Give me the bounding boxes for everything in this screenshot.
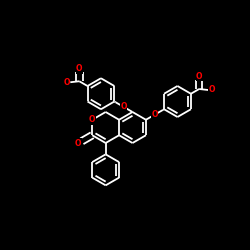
Text: O: O xyxy=(208,86,215,94)
Text: O: O xyxy=(151,110,158,119)
Text: O: O xyxy=(76,64,82,73)
Text: O: O xyxy=(89,115,96,124)
Text: O: O xyxy=(196,72,202,81)
Text: O: O xyxy=(75,139,82,148)
Text: O: O xyxy=(64,78,70,87)
Text: O: O xyxy=(120,102,127,112)
